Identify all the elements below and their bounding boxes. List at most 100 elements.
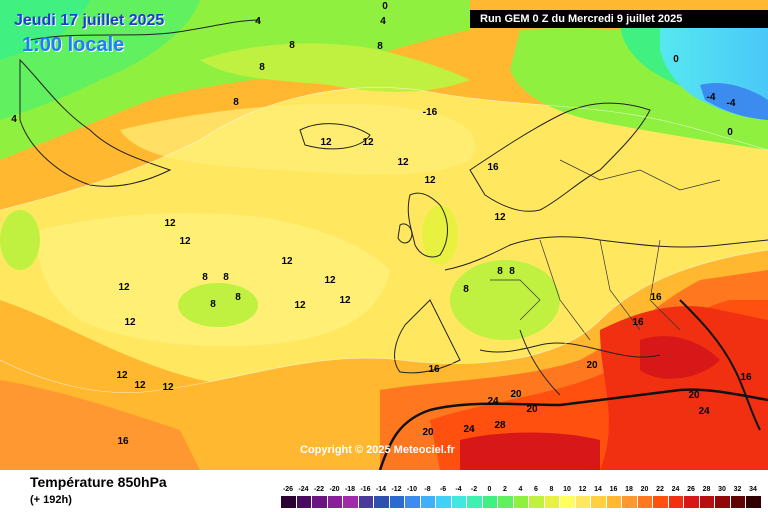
legend-tick-label: 8 xyxy=(549,486,554,493)
temperature-value-label: 20 xyxy=(688,390,700,401)
legend-swatch xyxy=(529,496,544,508)
legend-swatch xyxy=(715,496,730,508)
legend-tick-label: -20 xyxy=(329,486,340,493)
temperature-value-label: 16 xyxy=(632,317,644,328)
temperature-value-label: 24 xyxy=(487,396,499,407)
legend-tick-label: 24 xyxy=(671,486,680,493)
temperature-value-label: 8 xyxy=(463,284,469,295)
legend-swatch xyxy=(684,496,699,508)
temperature-value-label: 4 xyxy=(255,16,261,27)
legend-swatch xyxy=(498,496,513,508)
legend-swatch xyxy=(467,496,482,508)
temperature-value-label: 12 xyxy=(162,382,174,393)
legend-swatch xyxy=(668,496,684,508)
temperature-value-label: 16 xyxy=(650,292,662,303)
forecast-lead-time: (+ 192h) xyxy=(30,494,72,506)
legend-tick-label: -10 xyxy=(406,486,418,493)
temperature-value-label: 8 xyxy=(202,272,208,283)
temperature-value-label: 24 xyxy=(698,406,710,417)
temperature-value-label: 12 xyxy=(134,380,146,391)
legend-swatch xyxy=(482,496,498,508)
legend-swatch xyxy=(622,496,637,508)
forecast-local-time: 1:00 locale xyxy=(22,34,125,56)
temperature-value-label: 12 xyxy=(324,275,336,286)
legend-tick-label: 20 xyxy=(640,486,649,493)
legend-tick-label: 30 xyxy=(718,486,726,493)
legend-swatch xyxy=(746,496,761,508)
legend-swatch xyxy=(436,496,451,508)
legend-tick-label: 12 xyxy=(578,486,587,493)
legend-swatch xyxy=(606,496,622,508)
temperature-value-label: 8 xyxy=(377,41,383,52)
temperature-value-label: 12 xyxy=(124,317,136,328)
footer: Température 850hPa (+ 192h) -26 -24 -2 2 -20… xyxy=(0,470,768,512)
legend-tick-label: -18 xyxy=(344,486,356,493)
legend-tick-label: -14 xyxy=(375,486,387,493)
legend-tick-label: 22 xyxy=(656,486,664,493)
temperature-value-label: 20 xyxy=(422,427,434,438)
temperature-value-label: 0 xyxy=(727,127,733,138)
legend-swatch xyxy=(560,496,575,508)
temperature-value-label: 20 xyxy=(586,360,598,371)
legend-tick-label: -26 xyxy=(282,486,294,493)
temperature-value-label: 8 xyxy=(223,272,229,283)
legend-tick-label: 0 xyxy=(487,486,492,493)
forecast-date: Jeudi 17 juillet 2025 xyxy=(14,12,165,29)
temperature-value-label: 16 xyxy=(428,364,440,375)
legend-tick-label: 34 xyxy=(749,486,757,493)
legend-tick-label: 14 xyxy=(594,486,602,493)
temperature-value-label: 12 xyxy=(339,295,351,306)
temperature-value-label: 16 xyxy=(487,162,499,173)
temperature-value-label: 4 xyxy=(380,16,386,27)
temperature-value-label: 20 xyxy=(526,404,538,415)
temperature-value-label: 8 xyxy=(259,62,265,73)
legend-tick-label: 28 xyxy=(702,486,711,493)
legend-swatch xyxy=(358,496,374,508)
temperature-value-label: 12 xyxy=(320,137,332,148)
temperature-value-label: 0 xyxy=(673,54,679,65)
temperature-value-label: 12 xyxy=(179,236,191,247)
temperature-value-label: 28 xyxy=(494,420,506,431)
legend-swatch xyxy=(591,496,606,508)
legend-tick-label: 32 xyxy=(733,486,742,493)
legend-tick-label: 26 xyxy=(687,486,695,493)
legend-tick-label: 10 xyxy=(563,486,571,493)
temperature-value-label: 8 xyxy=(210,299,216,310)
legend-swatch xyxy=(637,496,653,508)
legend-swatch xyxy=(730,496,746,508)
chart-title: Température 850hPa xyxy=(30,474,167,490)
temperature-value-label: 12 xyxy=(362,137,374,148)
legend-tick-label: 18 xyxy=(625,486,633,493)
temperature-value-label: 12 xyxy=(118,282,130,293)
legend-swatch xyxy=(699,496,715,508)
temperature-value-label: 8 xyxy=(509,266,515,277)
temperature-value-label: 20 xyxy=(510,389,522,400)
copyright-notice: Copyright © 2025 Meteociel.fr xyxy=(300,444,455,456)
legend-swatch xyxy=(405,496,420,508)
temperature-value-label: 8 xyxy=(497,266,503,277)
legend-swatch xyxy=(281,496,296,508)
legend-swatch xyxy=(653,496,668,508)
model-run-info: Run GEM 0 Z du Mercredi 9 juillet 2025 xyxy=(470,10,768,28)
temperature-value-label: 12 xyxy=(116,370,128,381)
temperature-value-label: 12 xyxy=(424,175,436,186)
legend-swatch xyxy=(312,496,327,508)
temperature-value-label: 0 xyxy=(382,1,388,12)
legend-swatch xyxy=(513,496,529,508)
temperature-value-label: 4 xyxy=(11,114,17,125)
legend-swatch xyxy=(343,496,358,508)
temperature-value-label: 24 xyxy=(463,424,475,435)
legend-tick-label: 4 xyxy=(518,486,523,493)
temperature-value-label: 12 xyxy=(494,212,506,223)
temperature-value-label: -4 xyxy=(727,98,736,109)
temperature-value-label: 12 xyxy=(294,300,306,311)
legend-swatch xyxy=(389,496,405,508)
legend-tick-label: 2 xyxy=(503,486,507,493)
legend-swatch xyxy=(374,496,389,508)
legend-tick-label: -2 xyxy=(470,486,478,493)
legend-tick-label: 6 xyxy=(534,486,538,493)
legend-tick-label: -24 xyxy=(298,486,309,493)
legend-tick-label: -4 xyxy=(455,486,462,493)
legend-tick-label: 16 xyxy=(609,486,618,493)
legend-swatch xyxy=(451,496,467,508)
